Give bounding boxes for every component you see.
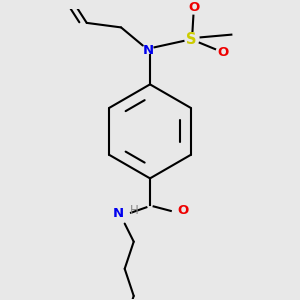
Text: O: O	[189, 1, 200, 14]
Text: N: N	[113, 207, 124, 220]
Text: H: H	[130, 203, 139, 217]
Text: S: S	[186, 32, 197, 47]
Text: O: O	[218, 46, 229, 59]
Text: O: O	[177, 204, 188, 218]
Text: N: N	[142, 44, 154, 56]
